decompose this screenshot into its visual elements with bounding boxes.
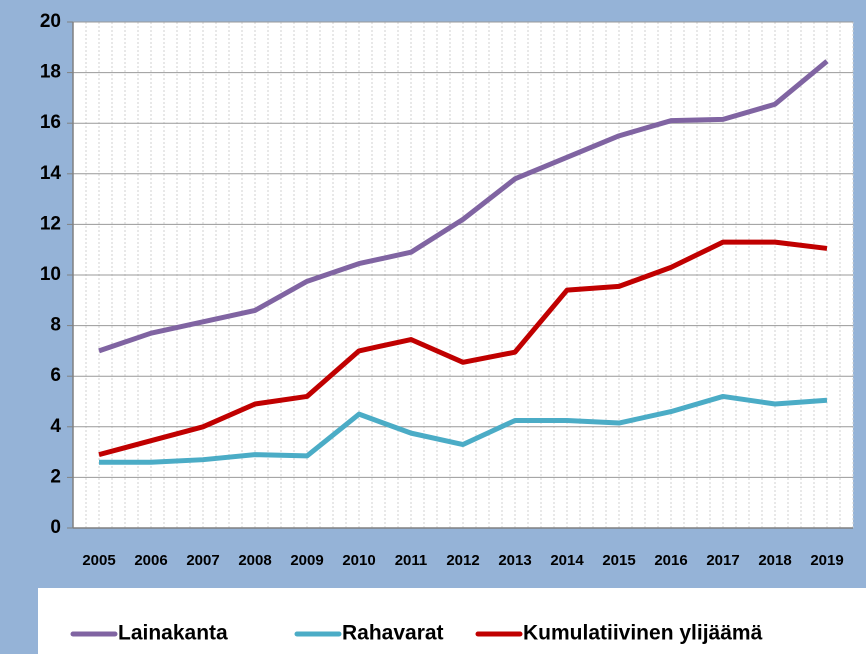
legend-label: Kumulatiivinen ylijäämä	[523, 622, 763, 645]
x-tick-label: 2016	[654, 552, 687, 569]
y-tick-label: 10	[40, 264, 61, 285]
y-tick-label: 8	[50, 315, 61, 336]
x-tick-label: 2011	[395, 552, 428, 569]
x-tick-label: 2019	[810, 552, 843, 569]
y-tick-label: 14	[40, 163, 62, 184]
y-tick-label: 4	[50, 416, 61, 437]
legend-label: Lainakanta	[118, 622, 228, 645]
y-tick-label: 20	[40, 11, 61, 32]
x-tick-label: 2006	[134, 552, 167, 569]
x-tick-label: 2017	[706, 552, 739, 569]
y-tick-label: 12	[40, 213, 61, 234]
y-tick-label: 0	[50, 517, 61, 538]
series-line	[98, 59, 829, 354]
x-tick-label: 2013	[498, 552, 531, 569]
x-tick-label: 2009	[290, 552, 323, 569]
x-tick-label: 2008	[238, 552, 271, 569]
x-tick-label: 2010	[342, 552, 375, 569]
y-tick-label: 18	[40, 62, 61, 83]
y-tick-label: 2	[50, 466, 61, 487]
legend-label: Rahavarat	[342, 622, 444, 645]
legend-box	[38, 588, 866, 654]
x-tick-label: 2005	[82, 552, 115, 569]
x-tick-label: 2015	[602, 552, 635, 569]
x-tick-label: 2014	[550, 552, 584, 569]
x-tick-label: 2012	[446, 552, 479, 569]
x-tick-label: 2018	[758, 552, 791, 569]
y-tick-label: 6	[50, 365, 61, 386]
series-line	[99, 393, 828, 465]
x-tick-label: 2007	[186, 552, 219, 569]
y-tick-label: 16	[40, 112, 61, 133]
series-line	[98, 239, 828, 458]
